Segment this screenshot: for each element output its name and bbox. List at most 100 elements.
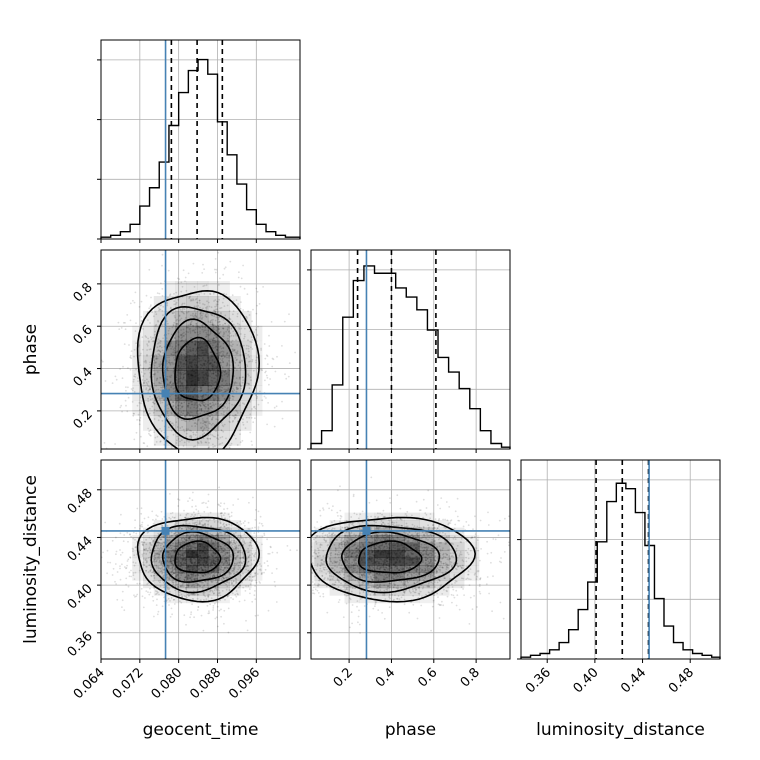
sample-point <box>188 435 191 438</box>
sample-point <box>167 269 170 272</box>
sample-point <box>265 370 267 373</box>
sample-point <box>153 373 155 376</box>
sample-point <box>192 419 195 421</box>
sample-point <box>226 585 229 588</box>
sample-point <box>210 405 213 408</box>
sample-point <box>236 412 239 414</box>
sample-point <box>186 578 189 580</box>
sample-point <box>182 269 185 272</box>
sample-point <box>236 410 238 412</box>
sample-point <box>195 534 198 537</box>
sample-point <box>172 384 175 386</box>
sample-point <box>199 313 202 315</box>
sample-point <box>227 567 229 570</box>
sample-point <box>202 428 205 431</box>
sample-point <box>222 319 225 321</box>
sample-point <box>125 567 128 569</box>
sample-point <box>111 539 114 542</box>
sample-point <box>203 405 206 407</box>
sample-point <box>261 399 264 402</box>
sample-point <box>114 580 116 583</box>
sample-point <box>149 591 152 594</box>
sample-point <box>173 336 176 339</box>
sample-point <box>199 339 202 342</box>
density-bin <box>175 325 187 342</box>
sample-point <box>175 421 178 424</box>
sample-point <box>194 331 196 334</box>
sample-point <box>222 327 225 330</box>
sample-point <box>219 277 221 280</box>
sample-point <box>159 364 162 367</box>
sample-point <box>206 410 209 413</box>
density-bin <box>197 430 209 446</box>
sample-point <box>161 397 164 400</box>
sample-point <box>199 312 202 315</box>
sample-point <box>253 532 256 534</box>
sample-point <box>245 357 248 360</box>
sample-point <box>172 474 174 476</box>
sample-point <box>254 509 257 511</box>
sample-point <box>173 303 176 306</box>
sample-point <box>281 345 283 347</box>
sample-point <box>198 453 200 455</box>
sample-point <box>121 563 123 566</box>
sample-point <box>147 591 149 593</box>
sample-point <box>229 559 232 561</box>
sample-point <box>156 409 158 412</box>
sample-point <box>194 456 196 458</box>
sample-point <box>151 595 154 598</box>
sample-point <box>223 414 226 416</box>
sample-point <box>218 320 221 323</box>
sample-point <box>201 402 204 405</box>
density-contents <box>101 460 300 659</box>
sample-point <box>255 359 257 362</box>
sample-point <box>218 298 221 301</box>
axes-frame <box>100 39 301 240</box>
sample-point <box>241 376 244 379</box>
sample-point <box>213 404 215 407</box>
sample-point <box>159 350 162 353</box>
sample-point <box>207 329 210 332</box>
sample-point <box>188 537 191 539</box>
sample-point <box>226 352 229 354</box>
sample-point <box>185 420 187 423</box>
sample-point <box>234 416 237 419</box>
sample-point <box>159 427 161 430</box>
sample-point <box>159 416 162 419</box>
sample-point <box>191 499 194 502</box>
sample-point <box>231 348 234 350</box>
sample-point <box>245 363 248 366</box>
sample-point <box>228 318 231 320</box>
sample-point <box>134 526 136 529</box>
sample-point <box>208 427 210 430</box>
sample-point <box>137 413 140 416</box>
sample-point <box>239 383 241 386</box>
sample-point <box>159 363 162 366</box>
sample-point <box>230 328 233 330</box>
sample-point <box>249 400 252 403</box>
sample-point <box>138 354 140 357</box>
sample-point <box>170 413 173 415</box>
sample-point <box>180 329 183 331</box>
sample-point <box>166 437 169 440</box>
density-bin <box>197 400 209 416</box>
sample-point <box>125 386 127 388</box>
sample-point <box>223 305 226 307</box>
sample-point <box>157 610 160 613</box>
sample-point <box>126 531 129 534</box>
sample-point <box>240 385 243 388</box>
density-bin <box>143 310 155 327</box>
sample-point <box>204 313 207 316</box>
sample-point <box>225 353 228 356</box>
sample-point <box>185 327 188 329</box>
sample-point <box>159 340 161 342</box>
sample-point <box>124 322 126 324</box>
sample-point <box>197 442 200 445</box>
sample-point <box>145 294 148 297</box>
sample-point <box>209 437 212 440</box>
sample-point <box>212 605 215 607</box>
sample-point <box>184 541 186 543</box>
sample-point <box>155 323 158 326</box>
sample-point <box>206 417 209 420</box>
sample-point <box>236 388 238 390</box>
